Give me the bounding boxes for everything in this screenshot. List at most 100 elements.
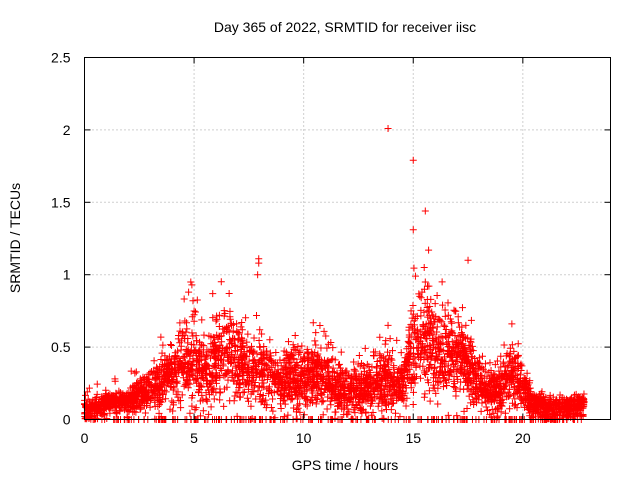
data-point — [425, 307, 433, 315]
data-point — [401, 365, 409, 373]
data-point — [380, 414, 388, 422]
data-point — [196, 361, 204, 369]
data-point — [209, 314, 217, 322]
data-point — [382, 337, 390, 345]
data-point — [324, 373, 332, 381]
data-point — [357, 370, 365, 378]
data-point — [285, 382, 293, 390]
data-point — [246, 348, 254, 356]
data-point — [439, 356, 447, 364]
data-point — [304, 349, 312, 357]
data-point — [498, 402, 506, 410]
data-point — [384, 377, 392, 385]
data-point — [392, 409, 400, 417]
data-point — [448, 327, 456, 335]
data-point — [264, 366, 272, 374]
data-point — [254, 271, 262, 279]
x-axis-label: GPS time / hours — [292, 457, 399, 473]
data-point — [189, 332, 197, 340]
data-point — [151, 398, 159, 406]
data-point — [234, 376, 242, 384]
data-point — [183, 325, 191, 333]
data-point — [371, 348, 379, 356]
data-point — [508, 380, 516, 388]
data-point — [81, 391, 89, 399]
data-point — [252, 369, 260, 377]
data-point — [331, 393, 339, 401]
data-point — [575, 393, 583, 401]
data-point — [348, 401, 356, 409]
data-point — [376, 333, 384, 341]
data-point — [238, 319, 246, 327]
data-point — [417, 312, 425, 320]
y-tick-label: 0 — [63, 412, 71, 428]
data-point — [414, 326, 422, 334]
data-point — [302, 382, 310, 390]
data-point — [256, 343, 264, 351]
data-point — [302, 400, 310, 408]
data-point — [388, 400, 396, 408]
data-point — [270, 377, 278, 385]
data-point — [225, 290, 233, 298]
data-point — [262, 396, 270, 404]
data-point — [298, 375, 306, 383]
data-point — [349, 398, 357, 406]
data-point — [420, 393, 428, 401]
data-point — [284, 338, 292, 346]
data-point — [454, 333, 462, 341]
data-point — [219, 362, 227, 370]
data-point — [511, 395, 519, 403]
data-point — [387, 355, 395, 363]
data-point — [516, 392, 524, 400]
data-point — [474, 364, 482, 372]
data-point — [397, 349, 405, 357]
data-point — [580, 395, 588, 403]
data-point — [407, 307, 415, 315]
data-point — [300, 387, 308, 395]
data-point — [192, 369, 200, 377]
data-point — [370, 388, 378, 396]
data-point — [311, 394, 319, 402]
data-point — [266, 355, 274, 363]
x-tick-label: 20 — [515, 430, 531, 446]
data-point — [547, 398, 555, 406]
data-point — [409, 156, 417, 164]
data-point — [205, 332, 213, 340]
data-point — [132, 368, 140, 376]
data-point — [167, 359, 174, 367]
data-point — [478, 363, 486, 371]
data-point — [427, 295, 435, 303]
data-point — [510, 347, 518, 355]
data-point — [489, 376, 497, 384]
data-point — [291, 332, 299, 340]
data-point — [506, 385, 514, 393]
data-point — [187, 361, 195, 369]
data-point — [435, 315, 443, 323]
data-point — [103, 415, 111, 423]
data-point — [320, 327, 328, 335]
data-point — [520, 383, 528, 391]
data-point — [234, 359, 242, 367]
data-point — [289, 375, 297, 383]
data-point — [278, 375, 286, 383]
data-point — [420, 263, 428, 271]
data-point — [134, 381, 142, 389]
data-point — [515, 384, 523, 392]
data-point — [283, 370, 291, 378]
data-point — [427, 360, 435, 368]
data-point — [210, 384, 218, 392]
data-point — [388, 381, 396, 389]
data-point — [348, 415, 356, 423]
data-point — [453, 412, 461, 420]
data-point — [300, 353, 308, 361]
data-point — [184, 379, 192, 387]
chart-title: Day 365 of 2022, SRMTID for receiver iis… — [214, 19, 476, 35]
data-point — [266, 336, 274, 344]
data-point — [554, 400, 562, 408]
data-point — [250, 362, 258, 370]
data-point — [432, 389, 440, 397]
data-point — [156, 383, 164, 391]
x-tick-label: 5 — [190, 430, 198, 446]
data-point — [314, 377, 322, 385]
data-point — [285, 359, 293, 367]
